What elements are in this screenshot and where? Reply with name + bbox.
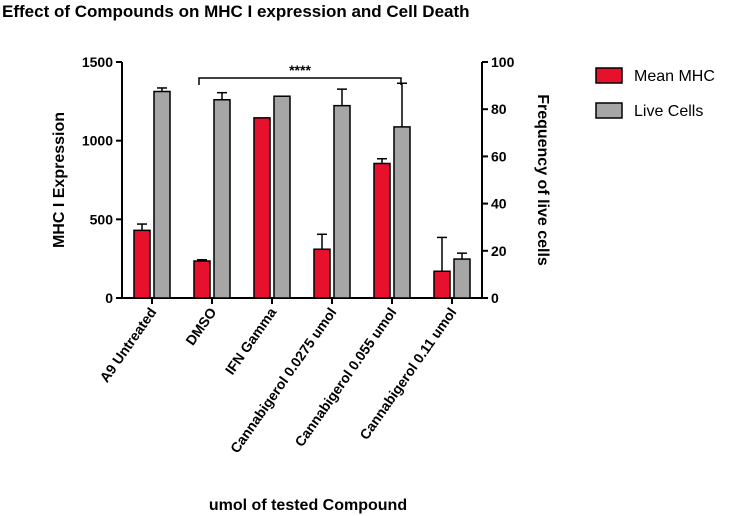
- bar: [313, 248, 331, 299]
- y-tick-label-left: 1000: [82, 133, 113, 149]
- y-tick-label-right: 0: [491, 290, 499, 306]
- y-axis-label: MHC I Expression: [51, 112, 68, 248]
- bar: [253, 117, 271, 299]
- y-tick-label-right: 80: [491, 101, 507, 117]
- bar: [453, 258, 471, 299]
- bar: [193, 260, 211, 299]
- x-axis-label: umol of tested Compound: [209, 497, 407, 514]
- chart-title: Effect of Compounds on MHC I expression …: [2, 2, 470, 21]
- bar: [373, 162, 391, 299]
- plot-area: 0 500 1000 1500 0 20 40 60 80 100 A9 Untreated DMSO…: [82, 54, 715, 456]
- x-tick-label: A9 Untreated: [96, 305, 159, 386]
- legend-label: Live Cells: [634, 103, 703, 120]
- y-tick-label-right: 40: [491, 196, 507, 212]
- y2-axis-label: Frequency of live cells: [534, 94, 551, 266]
- significance-label: ****: [289, 62, 311, 78]
- x-tick-label: Cannabigerol 0.055 umol: [291, 305, 399, 450]
- significance-bracket: [198, 77, 402, 85]
- y-tick-label-left: 500: [90, 211, 114, 227]
- bar: [273, 95, 291, 299]
- legend-swatch: [595, 102, 623, 119]
- bar: [433, 270, 451, 299]
- legend-swatch: [595, 67, 623, 84]
- y-tick-label-right: 20: [491, 243, 507, 259]
- bar: [133, 229, 151, 299]
- y-tick-label-right: 100: [491, 54, 515, 70]
- legend-label: Mean MHC: [634, 68, 715, 85]
- y-tick-label-left: 1500: [82, 54, 113, 70]
- bar: [393, 126, 411, 299]
- bar: [213, 99, 231, 299]
- y-tick-label-left: 0: [105, 290, 113, 306]
- x-tick-label: IFN Gamma: [222, 304, 280, 377]
- x-tick-label: DMSO: [182, 304, 219, 348]
- x-tick-label: Cannabigerol 0.0275 umol: [227, 305, 340, 456]
- y-tick-label-right: 60: [491, 148, 507, 164]
- bar: [333, 104, 351, 299]
- bar: [153, 90, 171, 299]
